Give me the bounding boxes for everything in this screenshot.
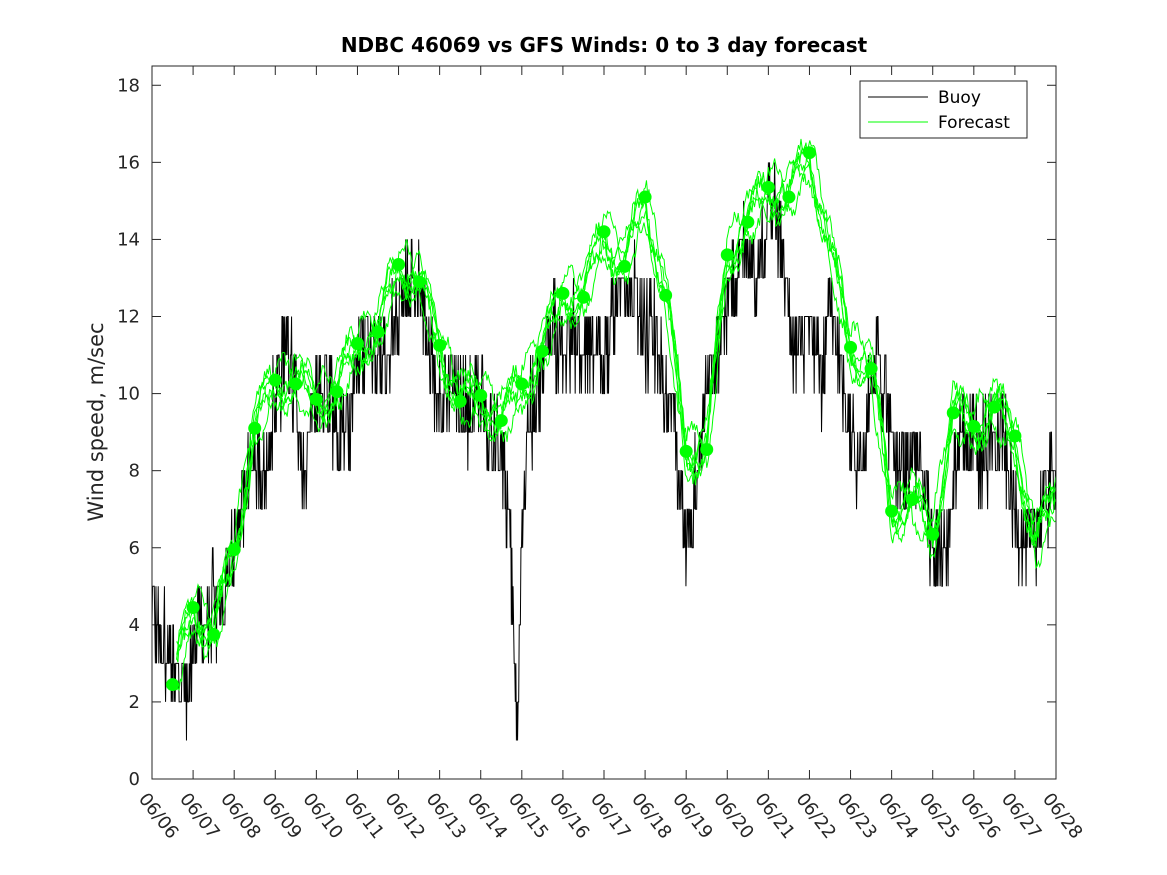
x-tick-label: 06/15 <box>504 789 552 843</box>
forecast-point <box>268 373 282 387</box>
x-tick-label: 06/26 <box>956 789 1004 843</box>
x-tick-label: 06/25 <box>915 789 963 843</box>
forecast-point <box>782 190 796 204</box>
buoy-line <box>151 162 1057 741</box>
x-tick-label: 06/23 <box>833 789 881 843</box>
chart-title: NDBC 46069 vs GFS Winds: 0 to 3 day fore… <box>341 33 868 57</box>
y-tick-label: 2 <box>129 692 140 713</box>
forecast-point <box>392 257 406 271</box>
tick-marks <box>151 66 1057 780</box>
x-tick-label: 06/21 <box>750 789 798 843</box>
forecast-point <box>330 385 344 399</box>
x-tick-labels: 06/0606/0706/0806/0906/1006/1106/1206/13… <box>134 789 1086 843</box>
forecast-point <box>350 336 364 350</box>
forecast-point <box>597 225 611 239</box>
legend-box <box>859 80 1028 139</box>
y-tick-label: 4 <box>129 615 140 636</box>
forecast-point <box>926 527 940 541</box>
forecast-point <box>741 215 755 229</box>
forecast-point <box>207 627 221 641</box>
y-tick-labels: 0 2 4 6 8 10 12 14 16 18 <box>117 75 140 790</box>
forecast-point <box>494 414 508 428</box>
forecast-point <box>761 180 775 194</box>
x-tick-label: 06/22 <box>792 789 840 843</box>
x-tick-label: 06/08 <box>216 789 264 843</box>
forecast-point <box>227 543 241 557</box>
forecast-line <box>176 158 1057 647</box>
x-tick-label: 06/13 <box>422 789 470 843</box>
x-tick-label: 06/07 <box>175 789 223 843</box>
x-tick-label: 06/17 <box>586 789 634 843</box>
y-tick-label: 8 <box>129 461 140 482</box>
forecast-point <box>474 389 488 403</box>
legend-forecast-label: Forecast <box>938 113 1010 133</box>
x-tick-label: 06/28 <box>1038 789 1086 843</box>
forecast-point <box>946 406 960 420</box>
forecast-point <box>186 600 200 614</box>
x-tick-label: 06/24 <box>874 789 922 843</box>
y-axis-label: Wind speed, m/sec <box>84 322 108 521</box>
forecast-point <box>967 419 981 433</box>
forecast-point <box>638 190 652 204</box>
forecast-point <box>576 290 590 304</box>
forecast-point <box>864 362 878 376</box>
x-tick-label: 06/09 <box>257 789 305 843</box>
plot-frame <box>151 65 1057 780</box>
forecast-point <box>844 340 858 354</box>
forecast-point <box>309 392 323 406</box>
forecast-point <box>659 288 673 302</box>
forecast-point <box>905 493 919 507</box>
plot-area <box>152 66 1056 779</box>
y-tick-label: 6 <box>129 538 140 559</box>
y-tick-label: 16 <box>117 152 140 173</box>
forecast-point <box>248 421 262 435</box>
forecast-point <box>371 325 385 339</box>
forecast-point <box>720 248 734 262</box>
forecast-point <box>433 338 447 352</box>
forecast-series <box>176 138 1057 692</box>
forecast-point <box>166 678 180 692</box>
x-tick-label: 06/20 <box>709 789 757 843</box>
forecast-point <box>802 146 816 160</box>
forecast-point <box>700 442 714 456</box>
forecast-point <box>885 504 899 518</box>
forecast-markers <box>166 146 1022 692</box>
y-tick-label: 18 <box>117 75 140 96</box>
forecast-point <box>987 400 1001 414</box>
forecast-point <box>679 444 693 458</box>
legend: Buoy Forecast <box>859 80 1028 139</box>
x-tick-label: 06/14 <box>463 789 511 843</box>
forecast-point <box>535 344 549 358</box>
y-tick-label: 10 <box>117 384 140 405</box>
forecast-point <box>453 394 467 408</box>
forecast-point <box>556 286 570 300</box>
forecast-point <box>618 259 632 273</box>
buoy-series <box>151 162 1057 741</box>
legend-buoy-label: Buoy <box>938 88 981 108</box>
forecast-point <box>289 377 303 391</box>
forecast-point <box>412 275 426 289</box>
x-tick-label: 06/11 <box>340 789 388 843</box>
y-tick-label: 0 <box>129 769 140 790</box>
forecast-line <box>176 140 1057 692</box>
x-tick-label: 06/19 <box>668 789 716 843</box>
x-tick-label: 06/12 <box>381 789 429 843</box>
x-tick-label: 06/06 <box>134 789 182 843</box>
x-tick-label: 06/27 <box>997 789 1045 843</box>
x-tick-label: 06/10 <box>298 789 346 843</box>
y-tick-label: 12 <box>117 307 140 328</box>
forecast-point <box>515 377 529 391</box>
forecast-point <box>1008 429 1022 443</box>
x-tick-label: 06/18 <box>627 789 675 843</box>
y-tick-label: 14 <box>117 229 140 250</box>
x-tick-label: 06/16 <box>545 789 593 843</box>
